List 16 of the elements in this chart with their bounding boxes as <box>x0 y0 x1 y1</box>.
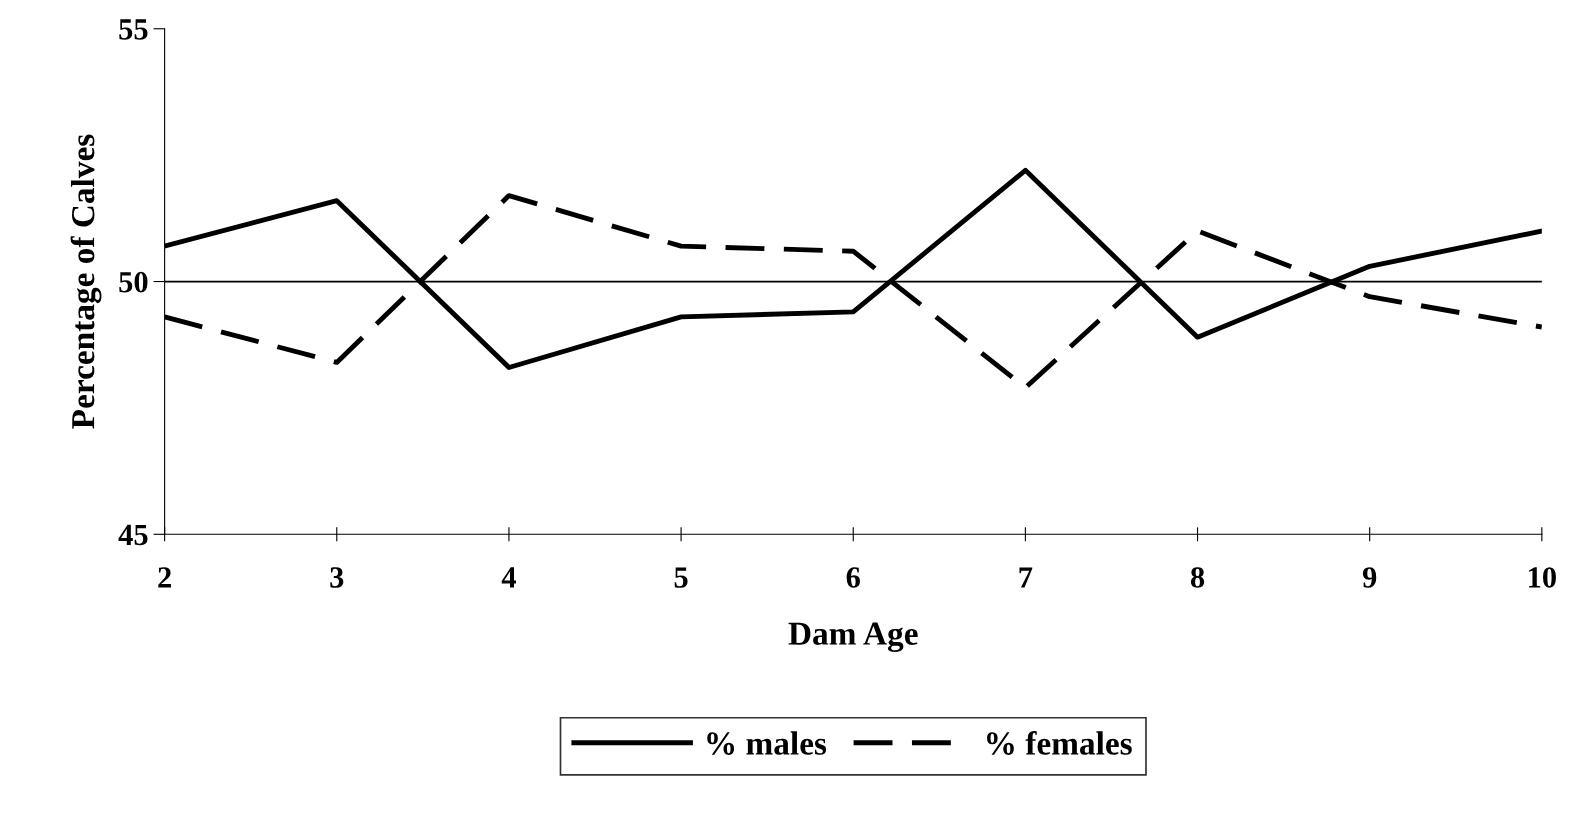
x-tick-label: 7 <box>1019 567 1033 588</box>
x-tick-label: 9 <box>1362 567 1377 588</box>
y-tick-label: 45 <box>118 524 148 546</box>
x-tick-label: 8 <box>1190 567 1205 588</box>
y-tick-label: 50 <box>119 271 148 293</box>
x-axis-title: Dam Age <box>788 622 918 652</box>
y-axis-title: Percentage of Calves <box>70 134 102 429</box>
x-tick-label: 6 <box>846 567 860 588</box>
y-tick-label: 55 <box>119 19 148 40</box>
x-tick-label: 5 <box>674 567 688 588</box>
legend-label: % males <box>707 731 827 755</box>
x-tick-label: 4 <box>501 567 517 588</box>
x-tick-label: 2 <box>158 567 171 588</box>
x-tick-label: 10 <box>1529 567 1556 588</box>
x-tick-label: 3 <box>330 567 344 588</box>
legend-label: % females <box>987 730 1132 755</box>
